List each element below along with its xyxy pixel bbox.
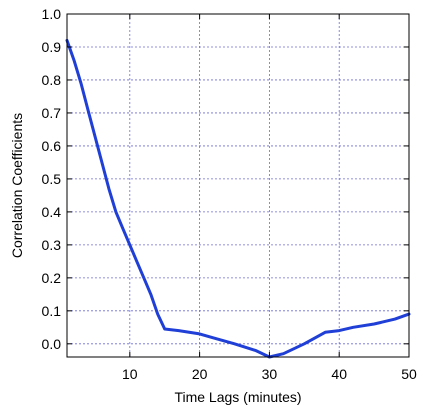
x-tick-label: 10 [122, 366, 138, 382]
y-tick-label: 0.3 [42, 237, 62, 253]
x-tick-label: 30 [262, 366, 278, 382]
tick-layer: 0.0 0.1 0.2 0.3 0.4 0.5 0.6 0.7 0.8 0.9 1.0 10 20 30 4… [42, 6, 417, 382]
x-tick-label: 50 [401, 366, 417, 382]
y-tick-label: 0.6 [42, 138, 62, 154]
series-layer [65, 38, 411, 359]
y-tick-label: 1.0 [42, 6, 62, 22]
y-tick-label: 0.1 [42, 303, 62, 319]
y-tick-label: 0.8 [42, 72, 62, 88]
y-tick-label: 0.5 [42, 171, 62, 187]
grid-layer [67, 13, 409, 357]
plot-frame [66, 13, 410, 358]
y-axis-title: Correlation Coefficients [9, 113, 25, 258]
y-tick-label: 0.0 [42, 336, 62, 352]
y-tick-label: 0.2 [42, 270, 62, 286]
x-axis-title: Time Lags (minutes) [174, 389, 301, 405]
x-tick-label: 20 [192, 366, 208, 382]
y-tick-label: 0.7 [42, 105, 62, 121]
y-tick-label: 0.9 [42, 39, 62, 55]
y-tick-label: 0.4 [42, 204, 62, 220]
series-line [65, 38, 411, 359]
x-tick-label: 40 [331, 366, 347, 382]
